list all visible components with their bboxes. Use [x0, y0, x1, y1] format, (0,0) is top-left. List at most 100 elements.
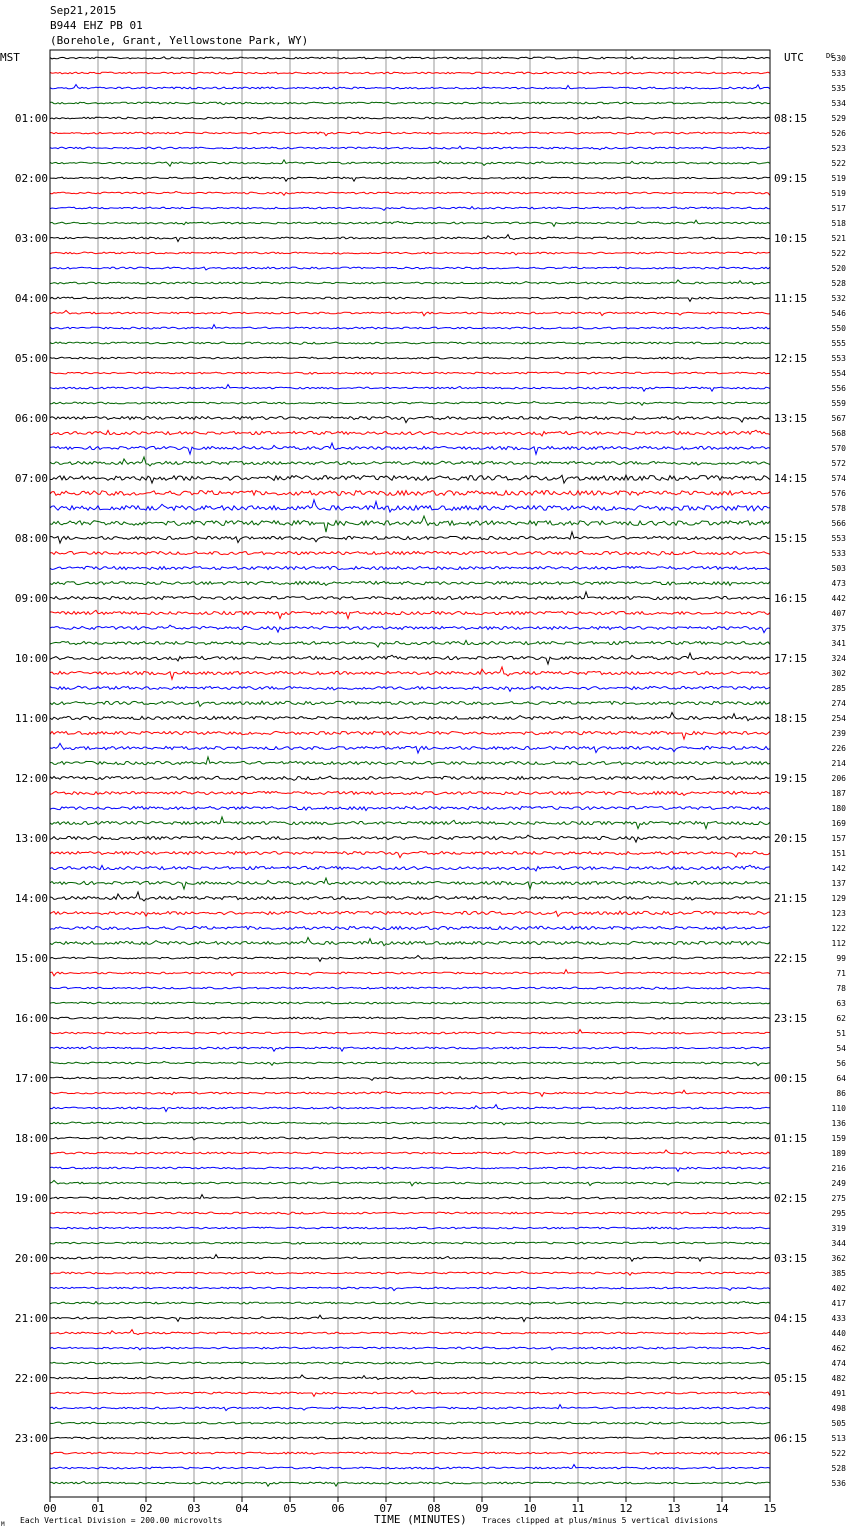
- trace-30: [49, 498, 771, 514]
- dc-offset-label: 302: [832, 669, 847, 678]
- dc-offset-label: 54: [836, 1044, 846, 1053]
- trace-41: [49, 665, 771, 681]
- trace-33: [49, 550, 771, 556]
- trace-59: [49, 936, 771, 947]
- utc-hour-label: 09:15: [774, 172, 807, 185]
- dc-offset-label: 555: [832, 339, 847, 348]
- trace-15: [49, 279, 771, 286]
- header-station: B944 EHZ PB 01: [50, 19, 143, 32]
- trace-51: [49, 815, 771, 831]
- dc-offset-label: 536: [832, 1479, 847, 1488]
- dc-offset-label: 517: [832, 204, 847, 213]
- trace-78: [49, 1226, 770, 1230]
- dc-offset-label: 530: [832, 54, 847, 63]
- dc-offset-label: 534: [832, 99, 847, 108]
- dc-offset-label: 159: [832, 1134, 847, 1143]
- dc-offset-label: 129: [832, 894, 847, 903]
- utc-hour-label: 13:15: [774, 412, 807, 425]
- mst-hour-label: 10:00: [15, 652, 48, 665]
- clip-note: Traces clipped at plus/minus 5 vertical …: [482, 1516, 718, 1525]
- dc-offset-label: 526: [832, 129, 847, 138]
- trace-23: [49, 400, 771, 407]
- dc-offset-label: 462: [832, 1344, 847, 1353]
- trace-58: [49, 925, 771, 931]
- utc-hour-label: 12:15: [774, 352, 807, 365]
- mst-hour-label: 21:00: [15, 1312, 48, 1325]
- x-tick-label: 14: [715, 1502, 729, 1515]
- trace-21: [49, 371, 771, 376]
- trace-55: [49, 876, 771, 891]
- trace-65: [49, 1028, 771, 1035]
- utc-hour-label: 22:15: [774, 952, 807, 965]
- dc-offset-label: 553: [832, 534, 847, 543]
- trace-17: [49, 309, 771, 317]
- x-tick-label: 15: [763, 1502, 776, 1515]
- dc-offset-label: 521: [832, 234, 847, 243]
- dc-offset-label: 86: [836, 1089, 846, 1098]
- dc-offset-label: 375: [832, 624, 847, 633]
- mst-hour-label: 14:00: [15, 892, 48, 905]
- dc-offset-label: 206: [832, 774, 847, 783]
- x-tick-label: 04: [235, 1502, 249, 1515]
- dc-offset-label: 578: [832, 504, 847, 513]
- trace-85: [49, 1328, 771, 1336]
- trace-42: [49, 685, 771, 693]
- dc-offset-label: 274: [832, 699, 847, 708]
- dc-offset-label: 503: [832, 564, 847, 573]
- trace-75: [49, 1179, 771, 1187]
- trace-67: [49, 1060, 771, 1067]
- dc-offset-label: 99: [836, 954, 846, 963]
- x-tick-label: 03: [187, 1502, 200, 1515]
- trace-36: [49, 590, 771, 601]
- mst-hour-label: 09:00: [15, 592, 48, 605]
- dc-offset-label: 110: [832, 1104, 847, 1113]
- utc-label: UTC: [784, 51, 804, 64]
- dc-offset-label: 528: [832, 279, 847, 288]
- trace-60: [49, 954, 771, 963]
- mst-hour-label: 22:00: [15, 1372, 48, 1385]
- trace-34: [49, 565, 771, 571]
- dc-offset-label: 554: [832, 369, 847, 378]
- trace-6: [49, 145, 771, 151]
- trace-7: [49, 158, 771, 168]
- utc-hour-label: 19:15: [774, 772, 807, 785]
- dc-offset-label: 529: [832, 114, 847, 123]
- x-tick-label: 05: [283, 1502, 296, 1515]
- dc-offset-label: 505: [832, 1419, 847, 1428]
- mst-hour-label: 18:00: [15, 1132, 48, 1145]
- dc-offset-label: 522: [832, 249, 847, 258]
- dc-offset-label: 533: [832, 549, 847, 558]
- trace-92: [49, 1436, 771, 1440]
- trace-13: [49, 251, 771, 256]
- plot-frame: [49, 49, 771, 1502]
- mst-hour-label: 01:00: [15, 112, 48, 125]
- trace-11: [49, 219, 771, 228]
- dc-offset-label: 216: [832, 1164, 847, 1173]
- trace-64: [49, 1016, 771, 1021]
- dc-label: DC: [826, 52, 834, 60]
- trace-49: [49, 790, 771, 797]
- trace-68: [49, 1075, 771, 1081]
- utc-hour-label: 08:15: [774, 112, 807, 125]
- utc-hour-label: 15:15: [774, 532, 807, 545]
- dc-offset-label: 151: [832, 849, 847, 858]
- dc-offset-label: 341: [832, 639, 847, 648]
- mst-hour-label: 13:00: [15, 832, 48, 845]
- dc-offset-label: 574: [832, 474, 847, 483]
- dc-offset-label: 513: [832, 1434, 847, 1443]
- dc-offset-label: 180: [832, 804, 847, 813]
- trace-26: [49, 441, 771, 456]
- utc-hour-label: 01:15: [774, 1132, 807, 1145]
- x-tick-label: 07: [379, 1502, 392, 1515]
- dc-offset-label: 319: [832, 1224, 847, 1233]
- trace-83: [49, 1300, 771, 1306]
- dc-offset-label: 482: [832, 1374, 847, 1383]
- dc-offset-label: 71: [836, 969, 846, 978]
- trace-57: [49, 910, 771, 918]
- utc-hour-label: 16:15: [774, 592, 807, 605]
- x-tick-label: 08: [427, 1502, 440, 1515]
- dc-offset-label: 385: [832, 1269, 847, 1278]
- dc-offset-label: 572: [832, 459, 847, 468]
- mst-hour-label: 20:00: [15, 1252, 48, 1265]
